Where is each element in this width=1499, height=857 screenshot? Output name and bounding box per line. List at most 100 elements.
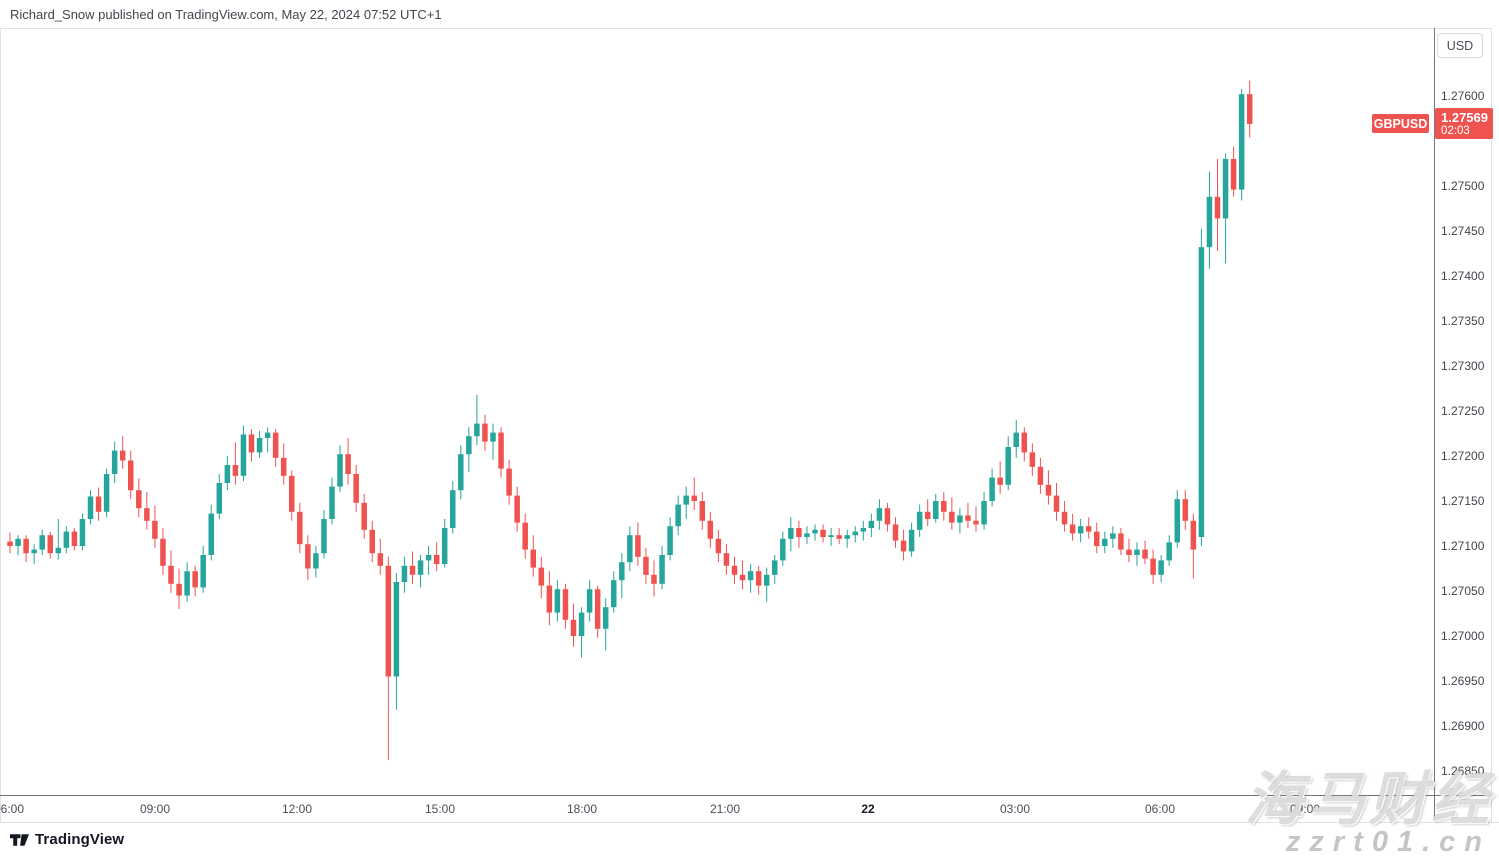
attribution-text: Richard_Snow published on TradingView.co… <box>10 7 442 22</box>
candle <box>860 520 867 541</box>
price-tick-label: 1.27000 <box>1441 629 1485 643</box>
time-tick-label: 03:00 <box>999 802 1031 816</box>
candle <box>933 493 939 523</box>
candle <box>538 556 545 599</box>
candle <box>31 544 37 564</box>
time-tick-label: 06:00 <box>1144 802 1176 816</box>
candle <box>47 531 53 559</box>
time-tick-label: 09:00 <box>139 802 171 816</box>
price-tick-label: 1.27300 <box>1441 359 1485 373</box>
candle <box>1110 526 1116 548</box>
candle <box>611 571 617 613</box>
candle <box>425 546 432 575</box>
candle <box>79 513 86 551</box>
candle <box>546 571 553 626</box>
candle <box>691 477 697 510</box>
candle <box>1182 490 1189 530</box>
candle <box>973 506 979 532</box>
candle <box>482 414 488 451</box>
candle <box>1134 542 1140 566</box>
candle <box>272 429 279 467</box>
time-tick-label: 18:00 <box>566 802 598 816</box>
tradingview-brand-link[interactable]: TradingView <box>10 831 124 848</box>
candle <box>1198 229 1205 546</box>
candle <box>1158 555 1164 582</box>
price-tick-label: 1.26950 <box>1441 674 1485 688</box>
time-axis[interactable]: 06:00 09:00 12:00 15:00 18:00 21:00 22 03:00 06:… <box>0 796 1434 822</box>
candle <box>1142 540 1148 564</box>
price-tick-label: 1.27150 <box>1441 494 1485 508</box>
candle <box>780 531 786 566</box>
candle <box>747 564 754 593</box>
candle <box>466 427 472 473</box>
price-tick-label: 1.27600 <box>1441 89 1485 103</box>
candle <box>522 513 528 559</box>
candle <box>836 528 842 545</box>
candle <box>1061 501 1068 532</box>
candle <box>812 524 818 541</box>
candle <box>699 492 706 530</box>
candle <box>256 430 263 458</box>
candle <box>997 461 1003 494</box>
candle <box>651 560 657 597</box>
time-tick-label: 15:00 <box>424 802 456 816</box>
candle <box>280 443 287 485</box>
last-price-badge: 1.27569 02:03 <box>1435 108 1493 140</box>
candle <box>844 529 850 548</box>
panel-top-border <box>0 28 1492 29</box>
candle <box>264 427 271 453</box>
candle <box>224 456 231 491</box>
candle <box>957 508 963 534</box>
bar-close-countdown: 02:03 <box>1441 124 1470 137</box>
candle <box>1238 88 1245 201</box>
candle <box>586 580 593 622</box>
candle <box>393 573 400 710</box>
candle <box>1021 427 1028 462</box>
price-tick-label: 1.27250 <box>1441 404 1485 418</box>
price-axis[interactable]: 1.27600 1.27500 1.27450 1.27400 1.27350 1.273… <box>1435 28 1499 795</box>
candle <box>71 528 78 551</box>
candle <box>514 486 520 532</box>
candle <box>176 568 182 609</box>
candle <box>941 492 947 521</box>
time-tick-label: 12:00 <box>281 802 313 816</box>
candle <box>144 492 150 530</box>
candle <box>852 526 858 543</box>
candle <box>554 580 561 622</box>
candle <box>1126 538 1132 563</box>
candle <box>184 562 190 602</box>
footer-separator <box>0 822 1499 823</box>
candle <box>908 522 915 557</box>
candle <box>1150 549 1156 584</box>
candle <box>828 528 834 546</box>
candle <box>1166 535 1172 566</box>
candle <box>353 465 359 512</box>
candle <box>788 517 794 552</box>
candle <box>924 499 931 527</box>
price-tick-label: 1.26850 <box>1441 764 1485 778</box>
currency-toggle-button[interactable]: USD <box>1437 33 1483 58</box>
candle <box>95 487 102 521</box>
candle <box>755 565 762 595</box>
candle <box>1206 171 1213 269</box>
candle <box>240 425 247 482</box>
candle <box>345 438 351 485</box>
candle <box>474 394 480 446</box>
candle <box>87 490 94 525</box>
tradingview-brand-text: TradingView <box>35 831 125 848</box>
candle <box>63 526 70 554</box>
candle <box>731 556 738 584</box>
candle <box>498 427 504 478</box>
candle <box>450 481 456 534</box>
candle <box>602 598 609 651</box>
candlestick-chart[interactable] <box>0 28 1434 795</box>
candle <box>1037 457 1044 494</box>
candle <box>39 529 45 555</box>
candle <box>7 532 13 554</box>
panel-left-border <box>0 28 1 822</box>
candle <box>570 603 577 647</box>
candle <box>111 441 118 483</box>
price-tick-label: 1.27350 <box>1441 314 1485 328</box>
candle <box>441 519 448 568</box>
candle <box>160 528 166 575</box>
